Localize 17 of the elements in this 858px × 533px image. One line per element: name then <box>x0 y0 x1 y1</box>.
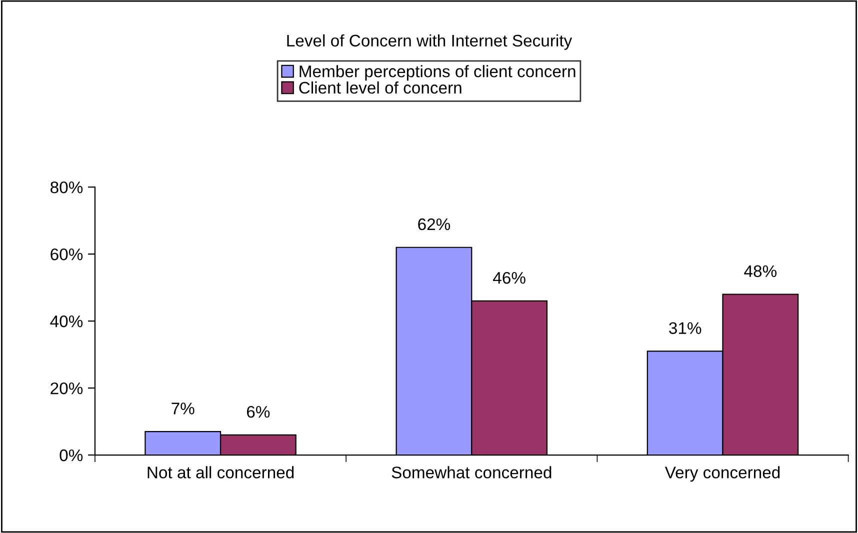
x-tick-label: Very concerned <box>664 466 780 482</box>
x-tick-label: Not at all concerned <box>148 466 294 478</box>
y-tick-label: 40% <box>50 315 83 328</box>
data-label: 7% <box>172 402 194 414</box>
chart-title: Level of Concern with Internet Security <box>287 34 572 50</box>
data-label: 48% <box>744 265 777 278</box>
y-tick-label: 60% <box>50 248 83 260</box>
x-tick-label: Somewhat concerned <box>392 466 552 478</box>
legend-label: Client level of concern <box>299 81 462 94</box>
data-label: 62% <box>418 218 450 230</box>
data-label: 6% <box>247 406 270 418</box>
y-tick-label: 80% <box>50 181 83 194</box>
y-tick-label: 0% <box>60 449 83 462</box>
data-label: 31% <box>669 322 702 334</box>
legend-label: Member perceptions of client concern <box>300 65 576 81</box>
y-tick-label: 20% <box>50 382 83 394</box>
data-label: 46% <box>493 272 526 284</box>
